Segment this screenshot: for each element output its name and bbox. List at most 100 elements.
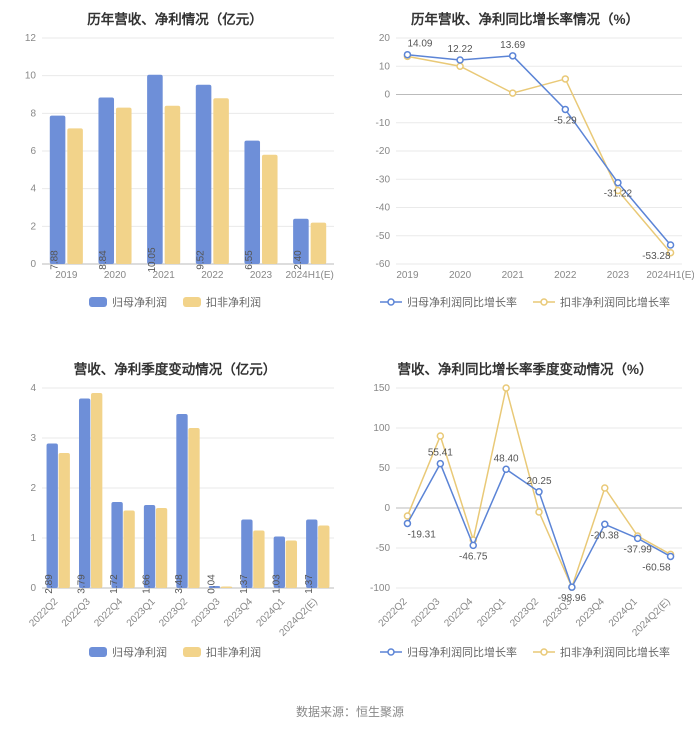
svg-text:2: 2 [30,221,36,232]
legend-label: 归母净利润同比增长率 [407,294,517,310]
legend: 归母净利润同比增长率 扣非净利润同比增长率 [356,294,694,310]
svg-text:-37.99: -37.99 [623,544,652,555]
legend-label: 扣非净利润同比增长率 [560,644,670,660]
legend-swatch [89,297,107,307]
svg-text:2022Q3: 2022Q3 [410,596,443,629]
svg-text:2024H1(E): 2024H1(E) [646,270,694,281]
svg-text:20: 20 [379,33,391,44]
plot-area: 012342.892022Q23.792022Q31.722022Q41.662… [6,382,344,642]
svg-text:3.48: 3.48 [174,574,185,594]
panel-annual-bar: 历年营收、净利情况（亿元） 0246810127.8820198.8420201… [0,0,350,350]
svg-text:2021: 2021 [502,270,525,281]
svg-text:-30: -30 [376,174,391,185]
legend-item: 扣非净利润同比增长率 [533,294,670,310]
svg-text:3: 3 [30,433,36,444]
svg-text:-53.28: -53.28 [642,251,671,262]
svg-text:10: 10 [25,71,37,82]
svg-text:2023Q1: 2023Q1 [475,596,508,629]
svg-text:48.40: 48.40 [494,453,519,464]
plot-area: -60-50-40-30-20-100102014.0912.2213.69-5… [356,32,694,292]
svg-text:-60.58: -60.58 [642,562,671,573]
svg-text:-40: -40 [376,203,391,214]
legend-item: 扣非净利润 [183,294,261,310]
svg-text:2022Q3: 2022Q3 [60,596,93,629]
svg-text:2020: 2020 [449,270,472,281]
svg-text:13.69: 13.69 [500,40,525,51]
svg-text:2019: 2019 [396,270,419,281]
svg-text:12: 12 [25,33,37,44]
svg-text:-20.38: -20.38 [591,530,620,541]
svg-text:10.05: 10.05 [147,247,158,272]
legend-label: 扣非净利润 [206,294,261,310]
legend: 归母净利润扣非净利润 [6,644,344,660]
svg-text:-19.31: -19.31 [407,529,436,540]
svg-text:-50: -50 [376,231,391,242]
legend-item: 归母净利润同比增长率 [380,294,517,310]
svg-text:2022: 2022 [554,270,577,281]
legend-item: 归母净利润同比增长率 [380,644,517,660]
legend-swatch [380,647,402,657]
svg-text:0: 0 [384,503,390,514]
legend-swatch [183,647,201,657]
panel-quarter-line: 营收、净利同比增长率季度变动情况（%） -100 -50 0 50 100 150 -19.… [350,350,700,700]
svg-text:6.55: 6.55 [244,250,255,270]
svg-text:2023Q1: 2023Q1 [125,596,158,629]
legend-swatch [533,297,555,307]
svg-text:4: 4 [30,184,36,195]
svg-text:150: 150 [373,383,390,394]
svg-text:1.37: 1.37 [239,574,250,594]
svg-text:2023Q2: 2023Q2 [157,596,190,629]
svg-text:0: 0 [384,90,390,101]
legend-label: 归母净利润 [112,644,167,660]
legend-item: 归母净利润 [89,294,167,310]
svg-text:-46.75: -46.75 [459,551,488,562]
svg-text:2023Q4: 2023Q4 [222,596,255,629]
plot-area: 0246810127.8820198.84202010.0520219.5220… [6,32,344,292]
chart-title: 历年营收、净利同比增长率情况（%） [356,8,694,28]
svg-text:3.79: 3.79 [77,574,88,594]
svg-text:2023Q3: 2023Q3 [190,596,223,629]
svg-text:2: 2 [30,483,36,494]
plot-area: -100-50050100150-19.3155.41-46.7548.4020… [356,382,694,642]
svg-text:0.04: 0.04 [206,574,217,594]
svg-text:2024H1(E): 2024H1(E) [285,270,333,281]
svg-text:2.40: 2.40 [293,250,304,270]
svg-text:12.22: 12.22 [448,44,473,55]
legend-label: 扣非净利润同比增长率 [560,294,670,310]
svg-text:-50: -50 [376,543,391,554]
svg-text:2022Q4: 2022Q4 [92,596,125,629]
svg-text:-5.29: -5.29 [554,115,577,126]
svg-text:8: 8 [30,108,36,119]
legend-item: 归母净利润 [89,644,167,660]
svg-text:1.72: 1.72 [109,574,120,594]
chart-title: 营收、净利季度变动情况（亿元） [6,358,344,378]
svg-text:2021: 2021 [153,270,176,281]
legend-label: 归母净利润同比增长率 [407,644,517,660]
svg-text:2020: 2020 [104,270,127,281]
svg-text:-31.22: -31.22 [604,189,633,200]
svg-text:-10: -10 [376,118,391,129]
svg-text:2.89: 2.89 [44,574,55,594]
legend: 归母净利润 扣非净利润 [6,294,344,310]
chart-title: 营收、净利同比增长率季度变动情况（%） [356,358,694,378]
legend: 归母净利润同比增长率 扣非净利润同比增长率 [356,644,694,660]
panel-annual-line: 历年营收、净利同比增长率情况（%） -60-50-40-30-20-100102… [350,0,700,350]
legend-item: 扣非净利润同比增长率 [533,644,670,660]
legend-item: 扣非净利润 [183,644,261,660]
svg-text:2022Q2: 2022Q2 [377,596,410,629]
data-source-label: 数据来源：恒生聚源 [0,700,700,728]
svg-text:2022Q4: 2022Q4 [442,596,475,629]
svg-text:1.37: 1.37 [304,574,315,594]
svg-text:8.84: 8.84 [98,250,109,270]
svg-text:100: 100 [373,423,390,434]
svg-text:7.88: 7.88 [50,250,61,270]
chart-grid: 历年营收、净利情况（亿元） 0246810127.8820198.8420201… [0,0,700,700]
svg-text:10: 10 [379,61,391,72]
svg-text:50: 50 [379,463,391,474]
svg-text:-100: -100 [370,583,390,594]
svg-text:2023: 2023 [250,270,273,281]
svg-text:2022Q2: 2022Q2 [27,596,60,629]
svg-text:20.25: 20.25 [526,476,551,487]
svg-text:1.66: 1.66 [142,574,153,594]
svg-text:0: 0 [30,583,36,594]
